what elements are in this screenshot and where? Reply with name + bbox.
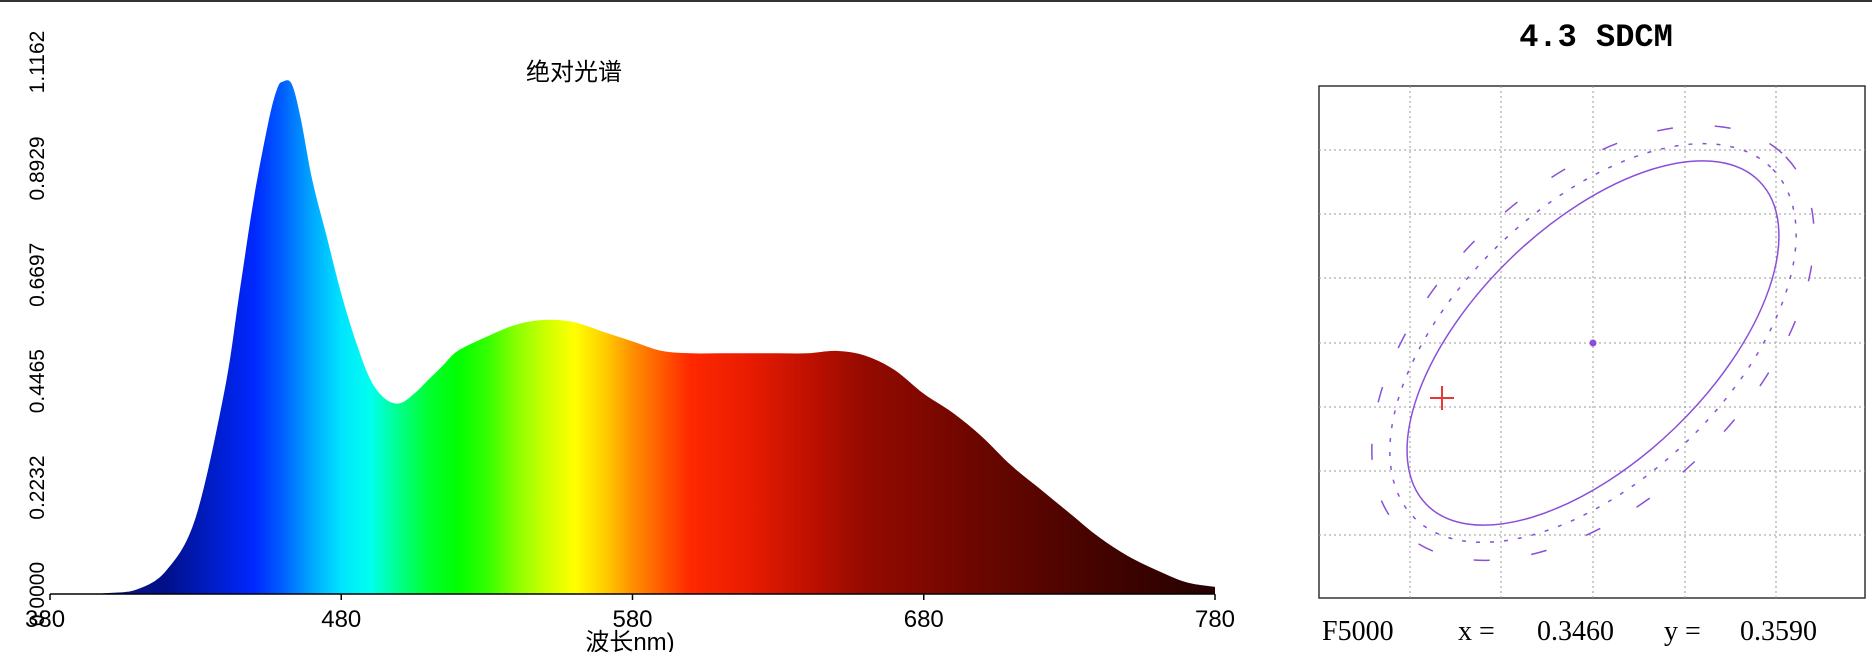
y-tick-label: 1.1162 <box>26 31 49 94</box>
y-tick-label: 0.2232 <box>26 455 49 519</box>
sdcm-ellipse <box>1406 160 1780 526</box>
y-tick-label: 0.6697 <box>26 243 49 307</box>
y-tick-label: 0.4465 <box>26 349 49 413</box>
x-tick-label: 380 <box>25 606 65 633</box>
sdcm-plot-frame <box>1318 85 1866 599</box>
caption-y-label: y = <box>1664 616 1701 647</box>
x-tick-label: 780 <box>1195 606 1235 633</box>
spectrum-area <box>50 80 1215 594</box>
y-tick-label: 0.0000 <box>26 562 49 626</box>
y-tick-label: 0.8929 <box>26 136 49 200</box>
x-tick-label: 580 <box>612 606 652 633</box>
sdcm-title: 4.3 SDCM <box>1519 19 1673 56</box>
caption-standard: F5000 <box>1322 616 1394 647</box>
spectrum-title: 绝对光谱 <box>526 59 622 86</box>
measured-point-marker <box>1430 386 1454 410</box>
sdcm-ellipse-inner-dashed <box>1389 142 1797 544</box>
caption-x-label: x = <box>1458 616 1495 647</box>
x-tick-label: 680 <box>904 606 944 633</box>
spectrum-x-axis-label: 波长nm) <box>585 629 674 652</box>
center-point <box>1589 339 1597 347</box>
x-tick-label: 480 <box>321 606 361 633</box>
caption-y-value: 0.3590 <box>1740 616 1817 647</box>
sdcm-ellipse-outer-dashed <box>1371 124 1815 562</box>
sdcm-grid <box>1319 86 1865 598</box>
spectrum-chart: 380 480 580 680 780 0.0000 0.2232 0.4465 0.6697… <box>25 31 1235 652</box>
top-border-line <box>0 0 1872 2</box>
caption-x-value: 0.3460 <box>1537 616 1614 647</box>
sdcm-caption: F5000 x = 0.3460 y = 0.3590 <box>1322 616 1817 647</box>
